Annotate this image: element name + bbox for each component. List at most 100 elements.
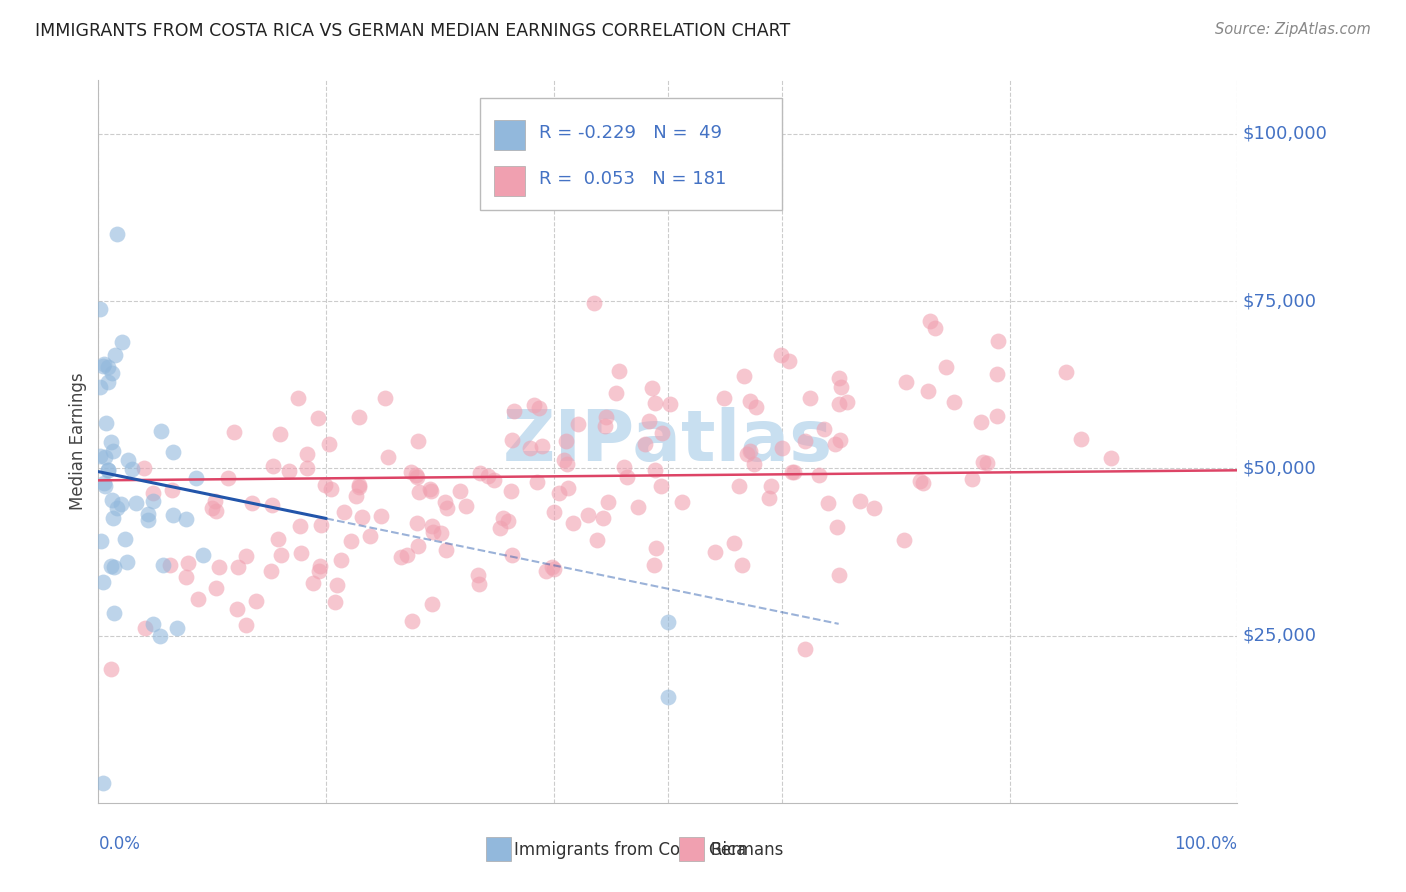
Point [359, 529, 381, 543]
Text: 0.0%: 0.0% [98, 835, 141, 854]
Point [162, 483, 184, 498]
Point [287, 391, 309, 405]
Text: R = -0.229   N =  49: R = -0.229 N = 49 [538, 124, 723, 142]
Text: R =  0.053   N = 181: R = 0.053 N = 181 [538, 170, 727, 188]
Point [290, 546, 312, 560]
Point [849, 494, 872, 508]
Point [553, 453, 575, 467]
Point [1070, 432, 1092, 446]
Point [799, 392, 821, 406]
Point [166, 621, 188, 635]
Point [704, 545, 727, 559]
Point [91, 359, 114, 373]
Point [406, 470, 429, 484]
Point [104, 348, 127, 362]
Point [101, 511, 124, 525]
Point [1054, 365, 1077, 379]
Point [554, 434, 576, 449]
Point [499, 484, 522, 499]
Point [976, 456, 998, 470]
Point [97, 359, 120, 374]
Y-axis label: Median Earnings: Median Earnings [69, 373, 87, 510]
Point [420, 597, 443, 611]
Point [105, 227, 128, 241]
Text: Source: ZipAtlas.com: Source: ZipAtlas.com [1215, 22, 1371, 37]
Point [205, 581, 228, 595]
Point [586, 533, 609, 547]
Point [420, 519, 443, 533]
Point [262, 458, 284, 473]
Point [103, 606, 125, 620]
Point [406, 434, 429, 449]
Point [319, 482, 342, 496]
Point [908, 475, 931, 489]
Point [501, 433, 523, 447]
Point [132, 461, 155, 475]
Point [817, 496, 839, 510]
Point [527, 401, 550, 416]
Point [103, 560, 125, 574]
Point [235, 618, 257, 632]
Point [627, 500, 650, 514]
Point [567, 417, 589, 431]
Point [136, 513, 159, 527]
Point [657, 690, 679, 704]
Point [489, 520, 512, 534]
Point [176, 512, 198, 526]
Point [657, 615, 679, 630]
Point [825, 520, 848, 534]
Point [429, 525, 451, 540]
Point [370, 508, 392, 523]
Point [960, 472, 983, 486]
Point [918, 314, 941, 328]
Point [308, 564, 330, 578]
Point [396, 549, 419, 563]
Point [770, 442, 793, 456]
Point [134, 621, 156, 635]
Point [482, 473, 505, 487]
Point [793, 434, 815, 449]
Point [201, 500, 224, 515]
Point [391, 549, 413, 564]
Point [644, 541, 666, 555]
Point [226, 602, 249, 616]
Point [531, 439, 554, 453]
Point [399, 466, 422, 480]
Point [420, 483, 443, 498]
Point [89, 380, 111, 394]
Point [593, 418, 616, 433]
Point [912, 475, 935, 490]
Point [651, 425, 673, 440]
Point [863, 500, 886, 515]
Point [142, 493, 165, 508]
Point [893, 533, 915, 547]
Point [467, 568, 489, 582]
Point [93, 476, 115, 491]
Text: $25,000: $25,000 [1243, 626, 1317, 645]
Point [541, 560, 564, 574]
Point [522, 398, 544, 412]
Point [607, 364, 630, 378]
Point [986, 409, 1008, 423]
FancyBboxPatch shape [485, 838, 510, 861]
Point [150, 424, 173, 438]
Point [352, 509, 374, 524]
Point [543, 562, 565, 576]
FancyBboxPatch shape [494, 120, 526, 151]
Point [422, 524, 444, 539]
Point [93, 357, 115, 371]
Text: IMMIGRANTS FROM COSTA RICA VS GERMAN MEDIAN EARNINGS CORRELATION CHART: IMMIGRANTS FROM COSTA RICA VS GERMAN MED… [35, 22, 790, 40]
Point [526, 475, 548, 489]
Point [408, 485, 430, 500]
Point [740, 443, 762, 458]
Point [896, 376, 918, 390]
Point [557, 481, 579, 495]
Point [325, 595, 347, 609]
Point [308, 558, 330, 573]
Point [401, 614, 423, 628]
Point [240, 496, 263, 510]
Point [824, 436, 846, 450]
Point [592, 510, 614, 524]
Text: Germans: Germans [707, 841, 783, 859]
Point [159, 558, 181, 572]
